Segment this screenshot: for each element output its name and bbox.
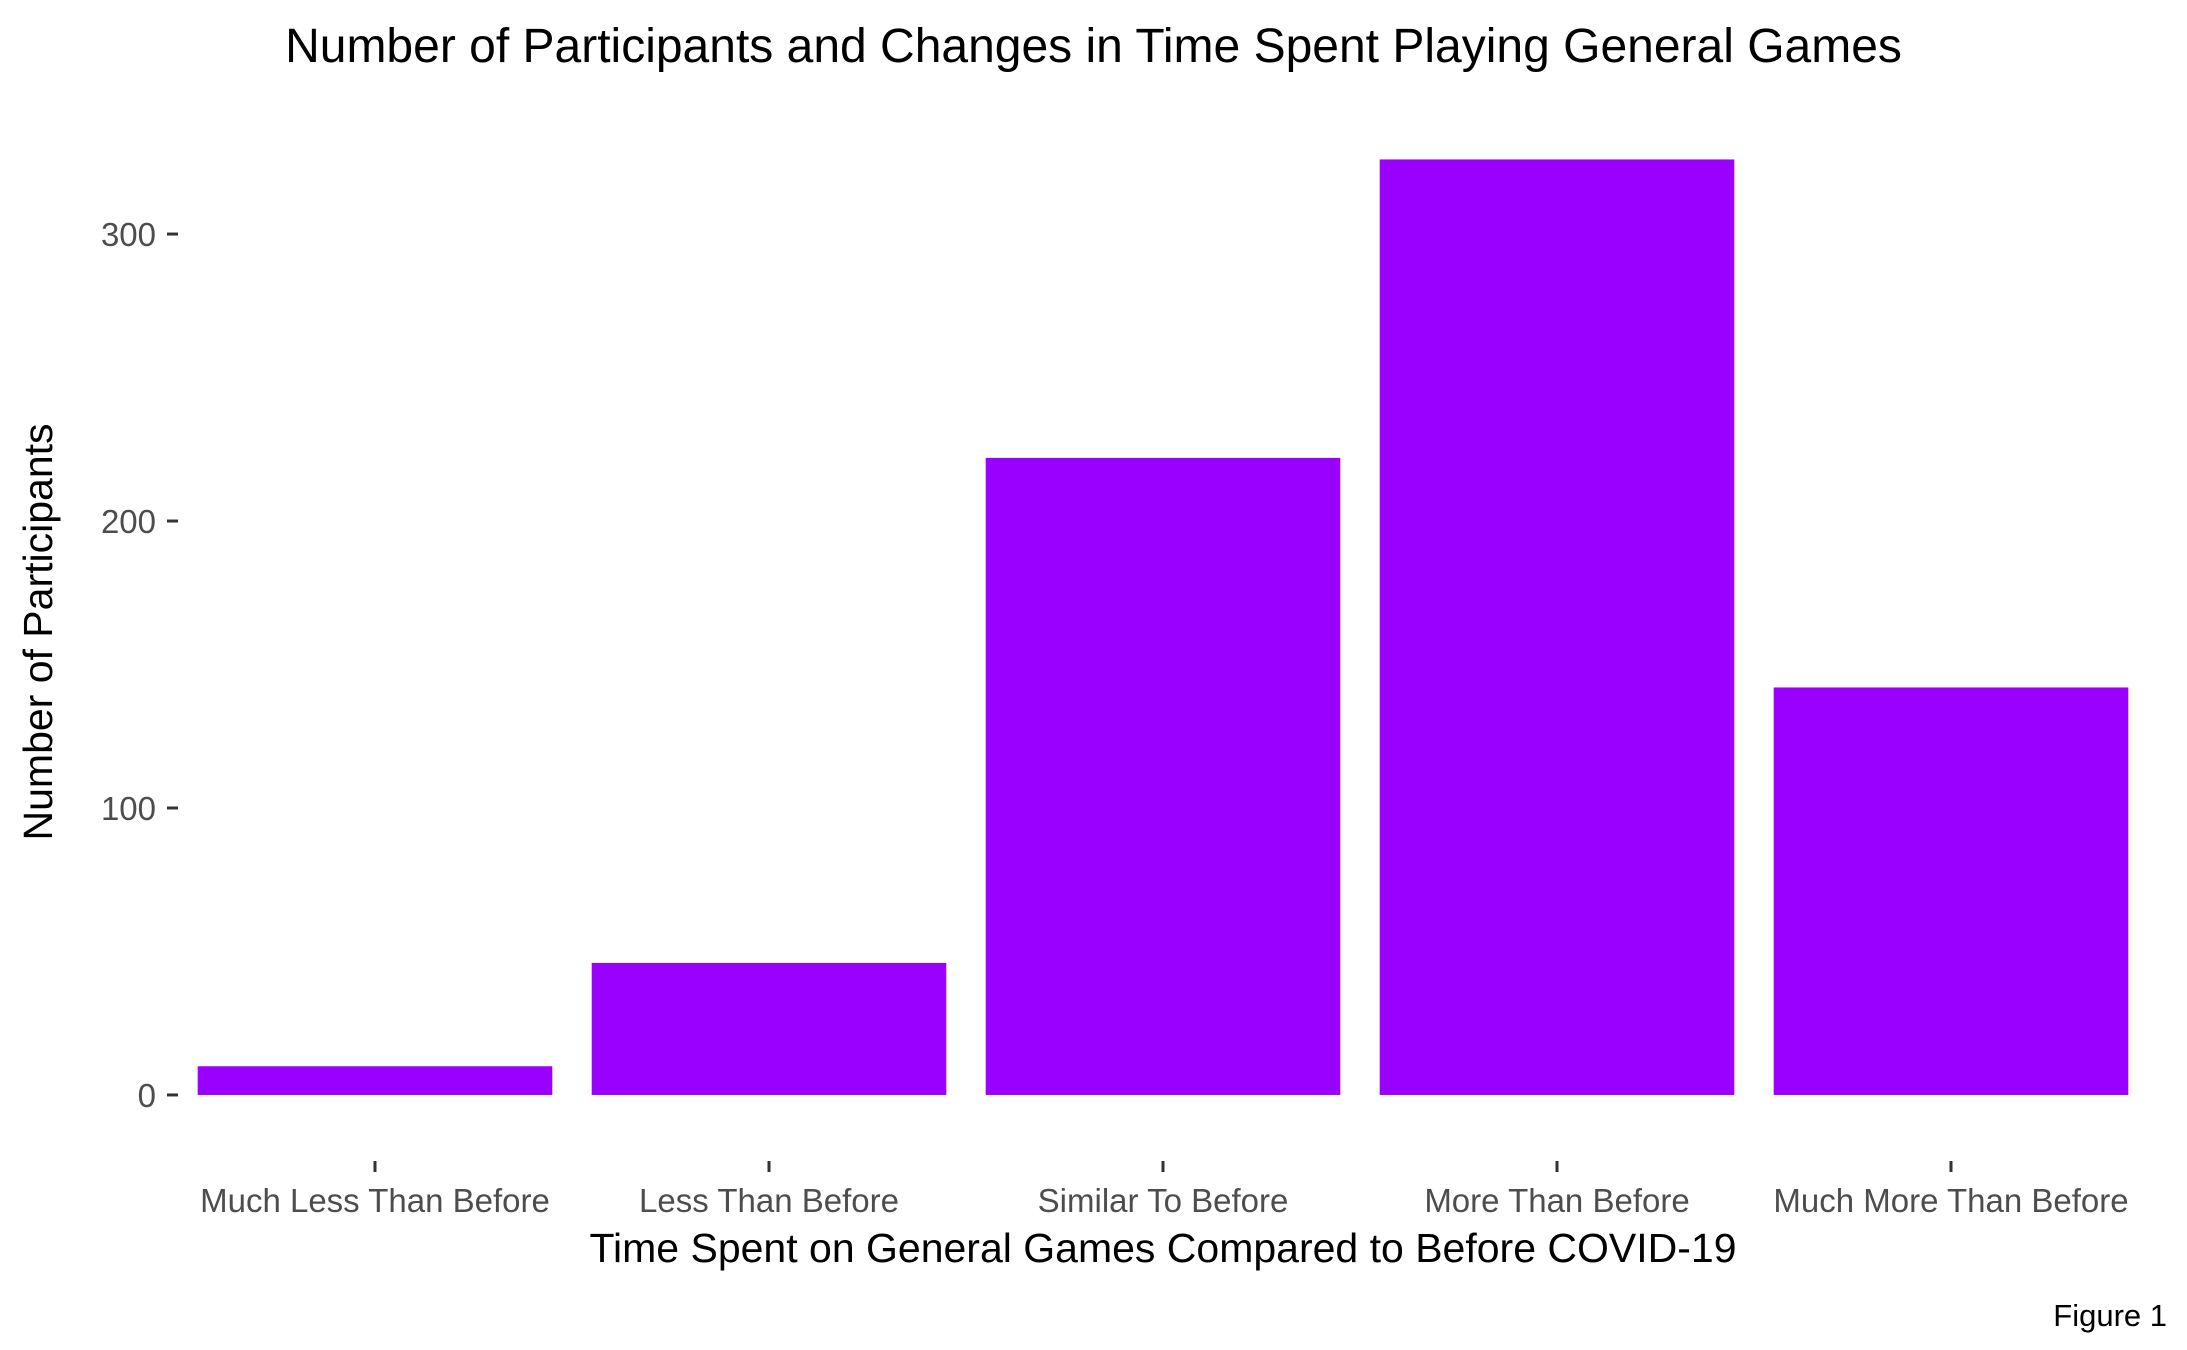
x-tick-label: Much More Than Before: [1773, 1182, 2128, 1219]
bar: [1379, 159, 1735, 1095]
x-tick-label: More Than Before: [1424, 1182, 1689, 1219]
x-tick-label: Similar To Before: [1038, 1182, 1289, 1219]
chart-title: Number of Participants and Changes in Ti…: [285, 20, 1902, 73]
y-tick-label: 300: [101, 216, 156, 253]
figure-caption: Figure 1: [2053, 1298, 2167, 1333]
y-tick-label: 200: [101, 503, 156, 540]
x-tick-label: Much Less Than Before: [200, 1182, 550, 1219]
plot-area: 0 100 200 300 Much Less Than Before Less Than…: [101, 159, 2129, 1219]
y-axis-title: Number of Participants: [15, 423, 61, 840]
bar: [197, 1066, 553, 1095]
bar: [985, 457, 1341, 1095]
bar: [591, 962, 947, 1095]
y-tick-label: 100: [101, 790, 156, 827]
x-tick-label: Less Than Before: [639, 1182, 899, 1219]
y-tick-label: 0: [138, 1077, 156, 1114]
x-axis-title: Time Spent on General Games Compared to …: [590, 1225, 1737, 1271]
bar: [1773, 687, 2129, 1095]
